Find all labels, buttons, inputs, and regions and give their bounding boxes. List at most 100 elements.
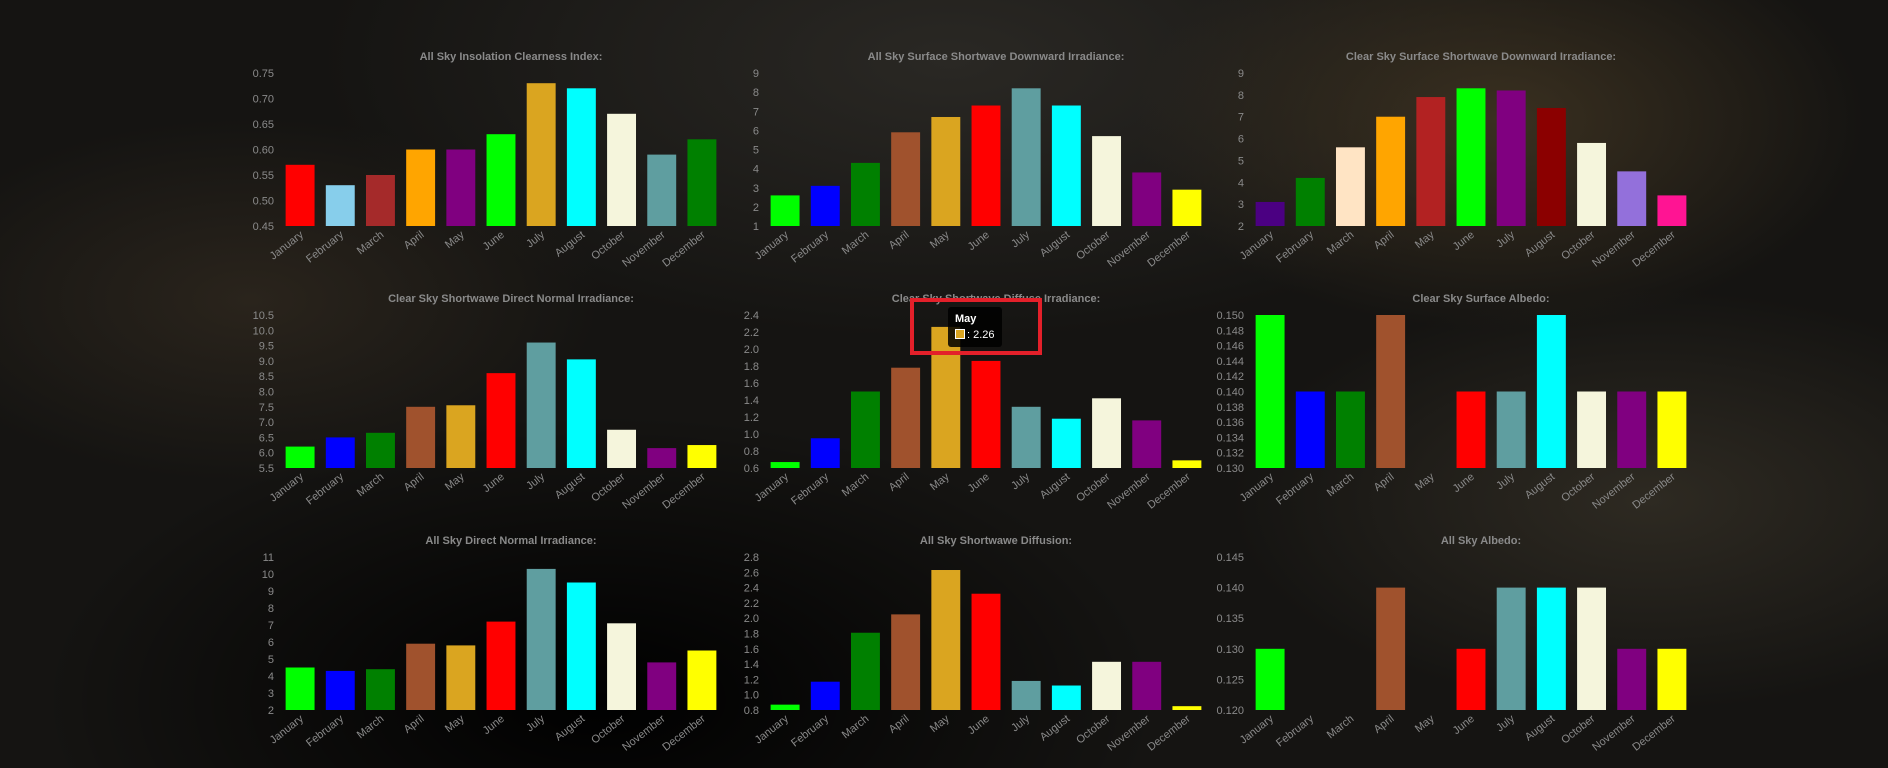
bar-november[interactable] <box>647 448 677 468</box>
bar-january[interactable] <box>285 446 315 468</box>
bar-july[interactable] <box>1496 90 1526 226</box>
bar-october[interactable] <box>1577 142 1607 226</box>
bar-august[interactable] <box>566 582 596 711</box>
bar-june[interactable] <box>971 105 1001 226</box>
y-tick-label: 4 <box>753 164 759 176</box>
bar-july[interactable] <box>1496 587 1526 710</box>
bar-august[interactable] <box>566 359 596 468</box>
bar-march[interactable] <box>850 162 880 226</box>
bar-december[interactable] <box>1172 460 1202 468</box>
bar-april[interactable] <box>406 643 436 710</box>
bar-october[interactable] <box>607 113 637 226</box>
bar-june[interactable] <box>1456 88 1486 226</box>
bar-april[interactable] <box>406 149 436 227</box>
bar-march[interactable] <box>850 632 880 710</box>
bar-november[interactable] <box>647 662 677 710</box>
bar-june[interactable] <box>486 134 516 226</box>
bar-december[interactable] <box>1657 391 1687 469</box>
chart-panel-3: Clear Sky Surface Shortwave Downward Irr… <box>1210 48 1700 283</box>
bar-august[interactable] <box>1051 685 1081 710</box>
bar-february[interactable] <box>1295 177 1325 226</box>
bar-october[interactable] <box>607 429 637 468</box>
bar-july[interactable] <box>526 342 556 468</box>
bar-april[interactable] <box>891 614 921 710</box>
bar-february[interactable] <box>325 670 355 710</box>
bar-july[interactable] <box>526 568 556 710</box>
bar-february[interactable] <box>810 681 840 710</box>
bar-august[interactable] <box>1536 587 1566 710</box>
bar-june[interactable] <box>971 360 1001 468</box>
bar-november[interactable] <box>1617 648 1647 710</box>
bar-may[interactable] <box>931 570 961 710</box>
bar-august[interactable] <box>1051 105 1081 226</box>
bar-december[interactable] <box>1657 648 1687 710</box>
bar-march[interactable] <box>850 391 880 469</box>
bar-july[interactable] <box>1011 680 1041 710</box>
bar-april[interactable] <box>1376 116 1406 226</box>
bar-june[interactable] <box>1456 648 1486 710</box>
bar-july[interactable] <box>1011 88 1041 226</box>
bar-january[interactable] <box>1255 201 1285 226</box>
bar-november[interactable] <box>1132 420 1162 468</box>
bar-august[interactable] <box>566 88 596 226</box>
bar-may[interactable] <box>446 149 476 227</box>
bar-july[interactable] <box>1011 406 1041 468</box>
x-tick-label: December <box>660 471 708 512</box>
bar-june[interactable] <box>1456 391 1486 469</box>
bar-february[interactable] <box>810 185 840 226</box>
bar-may[interactable] <box>931 326 961 468</box>
bar-december[interactable] <box>687 139 717 226</box>
bar-january[interactable] <box>1255 315 1285 468</box>
bar-february[interactable] <box>810 438 840 468</box>
bar-december[interactable] <box>1172 706 1202 710</box>
bar-february[interactable] <box>325 437 355 468</box>
bar-august[interactable] <box>1051 418 1081 468</box>
bar-february[interactable] <box>1295 391 1325 469</box>
bar-july[interactable] <box>526 83 556 226</box>
bar-november[interactable] <box>1617 171 1647 226</box>
bar-december[interactable] <box>1172 189 1202 226</box>
bar-october[interactable] <box>1577 391 1607 469</box>
y-tick-label: 1.0 <box>744 690 759 702</box>
bar-january[interactable] <box>285 164 315 226</box>
bar-november[interactable] <box>1132 172 1162 226</box>
bar-october[interactable] <box>607 623 637 710</box>
bar-march[interactable] <box>365 432 395 468</box>
y-tick-label: 0.6 <box>744 463 759 475</box>
bar-march[interactable] <box>1335 391 1365 469</box>
bar-march[interactable] <box>365 175 395 226</box>
bar-january[interactable] <box>285 667 315 711</box>
bar-may[interactable] <box>1416 97 1446 226</box>
bar-july[interactable] <box>1496 391 1526 469</box>
bar-august[interactable] <box>1536 107 1566 226</box>
bar-january[interactable] <box>770 195 800 226</box>
bar-december[interactable] <box>687 445 717 468</box>
bar-april[interactable] <box>1376 587 1406 710</box>
bar-april[interactable] <box>891 132 921 226</box>
bar-june[interactable] <box>486 621 516 710</box>
bar-january[interactable] <box>1255 648 1285 710</box>
bar-january[interactable] <box>770 462 800 468</box>
bar-february[interactable] <box>325 185 355 226</box>
bar-october[interactable] <box>1577 587 1607 710</box>
bar-june[interactable] <box>971 593 1001 710</box>
bar-november[interactable] <box>647 154 677 226</box>
bar-november[interactable] <box>1132 661 1162 710</box>
bar-october[interactable] <box>1092 136 1122 226</box>
bar-april[interactable] <box>406 406 436 468</box>
bar-november[interactable] <box>1617 391 1647 469</box>
bar-may[interactable] <box>446 645 476 710</box>
bar-may[interactable] <box>931 116 961 226</box>
bar-april[interactable] <box>891 367 921 468</box>
bar-may[interactable] <box>446 405 476 468</box>
bar-march[interactable] <box>365 669 395 710</box>
bar-january[interactable] <box>770 704 800 710</box>
bar-october[interactable] <box>1092 398 1122 468</box>
bar-december[interactable] <box>687 650 717 711</box>
bar-june[interactable] <box>486 373 516 468</box>
bar-december[interactable] <box>1657 195 1687 226</box>
bar-october[interactable] <box>1092 661 1122 710</box>
bar-april[interactable] <box>1376 315 1406 468</box>
bar-march[interactable] <box>1335 147 1365 226</box>
bar-august[interactable] <box>1536 315 1566 468</box>
